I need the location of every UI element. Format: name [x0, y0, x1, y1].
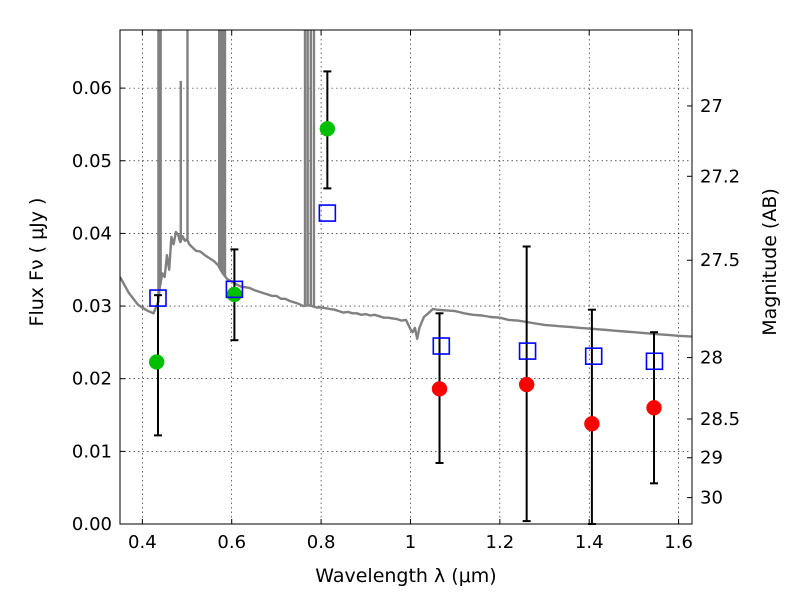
observed-flux-point: [226, 286, 243, 303]
model-spectrum: [120, 30, 692, 340]
y-axis-label: Flux Fν ( μJy ): [26, 198, 48, 327]
x-tick-label: 0.4: [128, 532, 157, 553]
y-tick-label: 0.02: [72, 369, 112, 390]
y2-tick-label: 27: [700, 96, 723, 117]
x-tick-label: 0.8: [307, 532, 336, 553]
model-curve: [120, 230, 692, 340]
x-tick-label: 1.4: [575, 532, 604, 553]
model-photometry-square: [318, 204, 337, 222]
model-photometry-square: [149, 289, 167, 307]
observed-flux-point: [584, 415, 600, 432]
y-axis: 0.00 0.01 0.02 0.03 0.04 0.05 0.06: [72, 78, 125, 535]
observed-flux-point: [148, 354, 165, 370]
y-tick-label: 0.00: [72, 514, 112, 535]
x-tick-label: 1.6: [664, 532, 693, 553]
data-markers: [148, 121, 664, 432]
x-tick-label: 1.2: [486, 532, 515, 553]
x-tick-label: 0.6: [217, 532, 246, 553]
y-tick-label: 0.04: [72, 223, 112, 244]
model-photometry-square: [518, 342, 537, 360]
y2-tick-label: 30: [700, 488, 723, 509]
observed-flux-point: [431, 381, 448, 397]
model-photometry-square: [645, 352, 664, 371]
observed-flux-point: [646, 400, 662, 416]
x-axis-label: Wavelength λ (μm): [315, 565, 496, 587]
y2-axis-label: Magnitude (AB): [759, 188, 781, 336]
y2-tick-label: 27.2: [700, 166, 740, 187]
y-tick-label: 0.05: [72, 151, 112, 172]
y2-tick-label: 29: [700, 448, 723, 469]
y2-axis: 27 27.2 27.5 28 28.5 29 30: [687, 96, 740, 509]
model-photometry-square: [432, 337, 451, 355]
model-photometry-square: [584, 347, 603, 365]
x-tick-label: 1: [405, 532, 416, 553]
x-axis: 0.4 0.6 0.8 1 1.2 1.4 1.6: [128, 30, 693, 553]
observed-flux-point: [319, 121, 336, 137]
y2-tick-label: 28.5: [700, 409, 740, 430]
y2-tick-label: 28: [700, 348, 723, 369]
observed-flux-point: [518, 376, 535, 393]
y2-tick-label: 27.5: [700, 250, 740, 271]
y-tick-label: 0.06: [72, 78, 112, 99]
model-photometry-square: [225, 280, 244, 299]
y-tick-label: 0.03: [72, 296, 112, 317]
plot-background: [120, 30, 692, 524]
plot-frame: [119, 29, 693, 525]
y-tick-label: 0.01: [72, 441, 112, 462]
